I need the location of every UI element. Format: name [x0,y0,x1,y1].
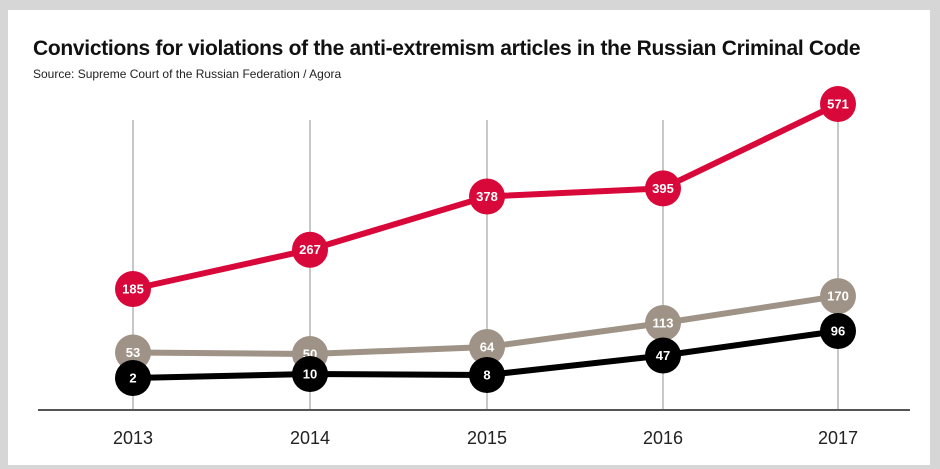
data-label: 571 [827,97,849,112]
data-point [469,329,505,365]
data-label: 170 [827,289,849,304]
data-point [820,278,856,315]
data-label: 47 [656,348,670,363]
data-point [645,337,681,374]
x-tick-label: 2016 [643,428,683,448]
x-tick-label: 2013 [113,428,153,448]
data-label: 2 [129,371,136,386]
data-point [292,356,328,392]
data-point [469,178,505,215]
data-label: 53 [126,345,140,360]
data-point [469,357,505,393]
chart-title: Convictions for violations of the anti-e… [33,37,861,60]
data-label: 378 [476,189,498,204]
data-label: 8 [483,368,490,383]
data-point [292,231,328,268]
data-label: 267 [299,242,321,257]
data-point [115,360,151,396]
data-point [820,86,856,122]
x-tick-label: 2015 [467,428,507,448]
x-tick-label: 2014 [290,428,330,448]
x-axis-ticks: 2013 2014 2015 2016 2017 [113,428,858,448]
data-point [115,334,151,371]
data-label: 96 [831,324,845,339]
data-point [645,304,681,341]
x-tick-label: 2017 [818,428,858,448]
data-point [820,313,856,349]
data-label: 395 [652,181,674,196]
data-label: 10 [303,367,317,382]
data-label: 113 [653,315,674,330]
chart-source: Source: Supreme Court of the Russian Fed… [33,67,342,81]
data-point [645,170,681,207]
data-point [115,271,151,307]
chart-frame [8,10,930,465]
data-label: 185 [122,282,144,297]
data-label: 64 [480,340,495,355]
